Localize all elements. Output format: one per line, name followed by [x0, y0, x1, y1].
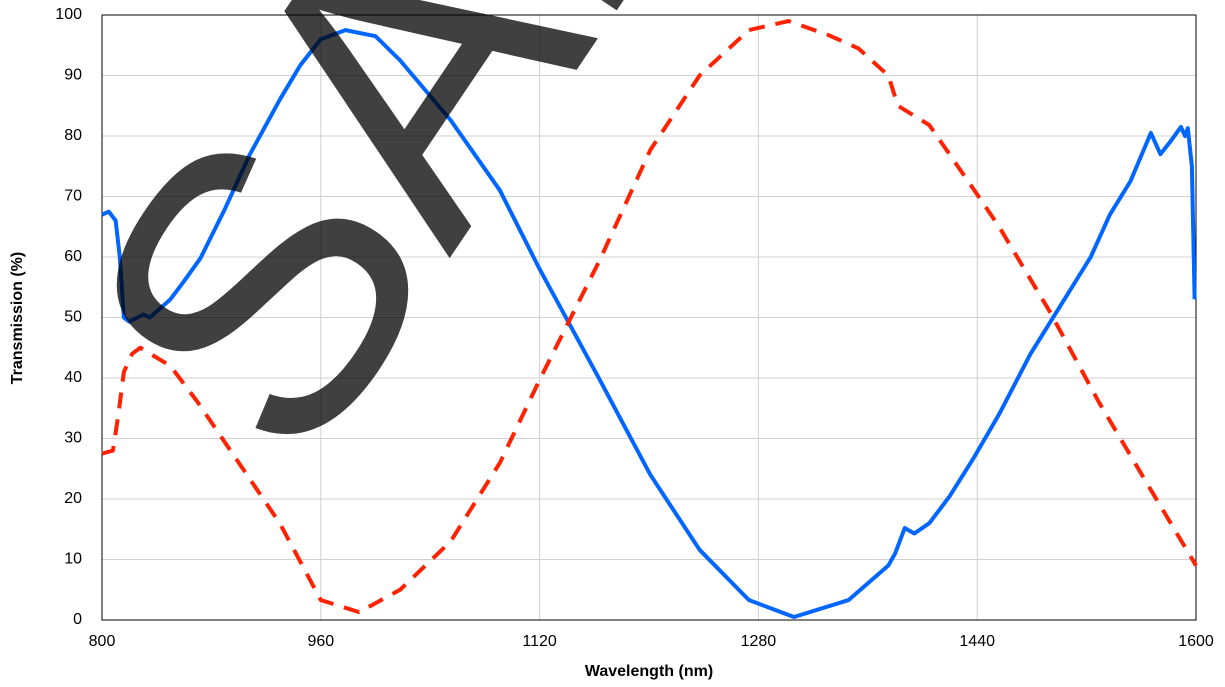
plot-frame: [101, 14, 1197, 621]
x-axis-title: Wavelength (nm): [585, 663, 713, 680]
y-tick-label: 70: [64, 188, 82, 205]
y-tick-label: 90: [64, 67, 82, 84]
x-tick-label: 1600: [1178, 633, 1214, 650]
series-line: [101, 19, 1198, 615]
watermark: SAMPLE: [0, 0, 1225, 528]
y-tick-label: 40: [64, 369, 82, 386]
y-tick-label: 20: [64, 490, 82, 507]
y-tick-label: 100: [55, 6, 82, 23]
x-tick-label: 960: [307, 633, 334, 650]
y-tick-label: 80: [64, 127, 82, 144]
x-tick-label: 1280: [741, 633, 777, 650]
x-tick-label: 800: [89, 633, 116, 650]
series-line: [101, 28, 1197, 619]
y-tick-label: 10: [64, 551, 82, 568]
y-tick-label: 30: [64, 430, 82, 447]
y-tick-label: 50: [64, 309, 82, 326]
x-tick-label: 1440: [959, 633, 995, 650]
y-tick-label: 0: [73, 611, 82, 628]
x-tick-label: 1120: [522, 633, 557, 650]
y-tick-label: 60: [64, 248, 82, 265]
y-axis-title: Transmission (%): [9, 252, 26, 384]
